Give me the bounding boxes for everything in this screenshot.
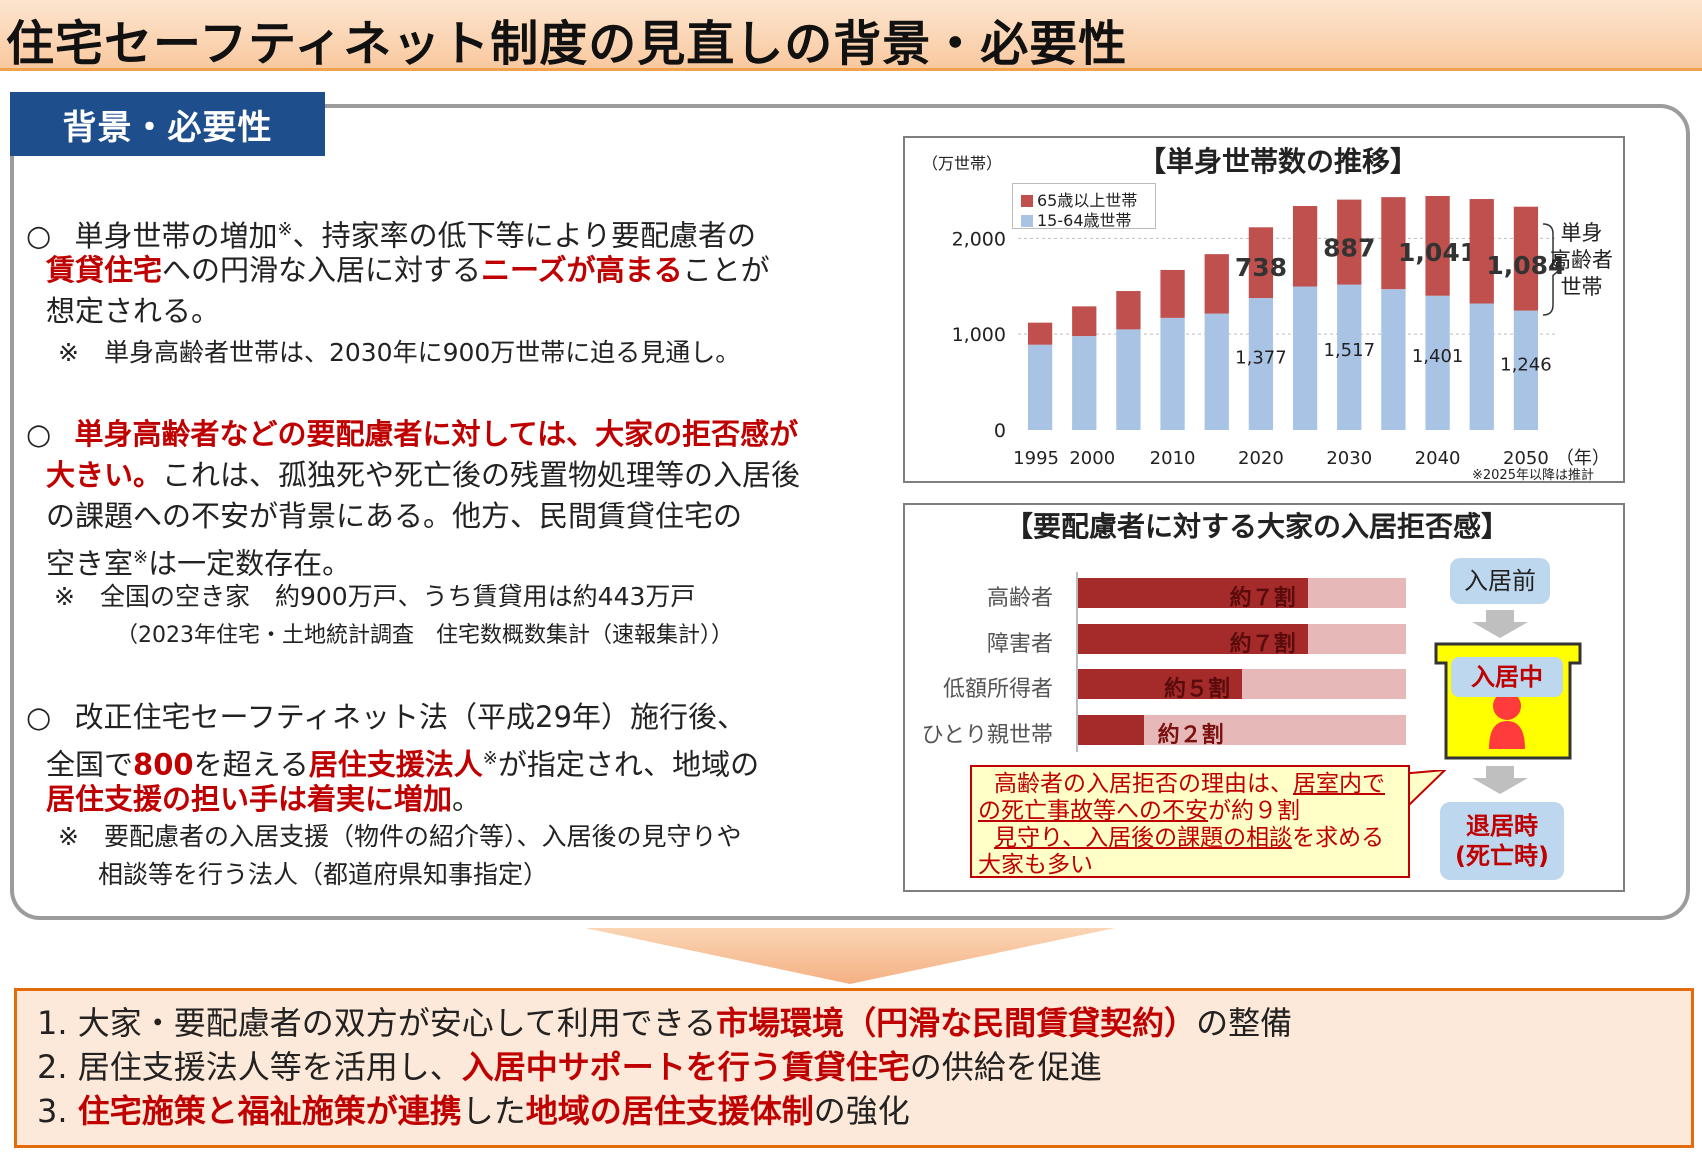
refusal-row-label: 障害者 <box>986 631 1053 657</box>
brace-label: 単身 高齢者 世帯 <box>1550 221 1613 299</box>
bar-15-64 <box>1072 336 1097 430</box>
arrow-down-icon <box>1472 610 1528 638</box>
bullet-mark: ○ <box>26 218 52 253</box>
chart-legend: 65歳以上世帯 15-64歳世帯 <box>1012 183 1156 231</box>
refusal-bar-fill <box>1078 714 1144 745</box>
refusal-bar-value: 約２割 <box>1157 722 1224 748</box>
bar-15-64 <box>1337 284 1362 430</box>
refusal-row-label: 低額所得者 <box>942 677 1053 702</box>
chart-footnote: ※2025年以降は推計 <box>1472 468 1594 483</box>
data-label-65: 887 <box>1323 233 1375 262</box>
bar-15-64 <box>1469 303 1494 430</box>
bar-65-plus <box>1513 206 1539 311</box>
refusal-row-label: ひとり親世帯 <box>921 722 1053 748</box>
x-tick-label: 2010 <box>1150 448 1196 469</box>
x-tick-label: 2040 <box>1415 448 1461 469</box>
point-3-note-1: ※ 要配慮者の入居支援（物件の紹介等）、入居後の見守りや <box>58 822 742 851</box>
measure-3: 3. 住宅施策と福祉施策が連携した地域の居住支援体制の強化 <box>37 1092 910 1130</box>
refusal-title: 【要配慮者に対する大家の入居拒否感】 <box>1005 510 1510 543</box>
point-2-line-4: 空き室※は一定数存在。 <box>46 546 352 581</box>
chart-title: 【単身世帯数の推移】 <box>1138 145 1419 178</box>
point-2-line-1: ○ 単身高齢者などの要配慮者に対しては、大家の拒否感が <box>26 417 799 451</box>
refusal-axis <box>1076 572 1078 752</box>
y-tick-label: 2,000 <box>952 228 1006 250</box>
x-tick-label: 2050 <box>1503 448 1549 469</box>
bar-65-plus <box>1072 306 1097 337</box>
flow-arrow-icon <box>585 928 1115 984</box>
x-tick-label: 1995 <box>1013 448 1059 469</box>
point-3-line-3: 居住支援の担い手は着実に増加。 <box>46 782 482 816</box>
y-tick-label: 0 <box>994 420 1006 442</box>
bar-15-64 <box>1513 310 1539 430</box>
point-2-note-2: （2023年住宅・土地統計調査 住宅数概数集計（速報集計）） <box>116 623 733 648</box>
measure-1: 1. 大家・要配慮者の双方が安心して利用できる市場環境（円滑な民間賃貸契約）の整… <box>37 1004 1293 1042</box>
data-label-65: 1,041 <box>1398 238 1477 267</box>
bar-65-plus <box>1292 206 1318 287</box>
data-label-15-64: 1,377 <box>1235 347 1287 368</box>
page-title: 住宅セーフティネット制度の見直しの背景・必要性 <box>6 16 1128 72</box>
bar-65-plus <box>1469 199 1494 304</box>
stage-before: 入居前 <box>1450 558 1550 604</box>
legend-item-1564: 15-64歳世帯 <box>1021 207 1132 231</box>
legend-swatch-65 <box>1021 195 1033 207</box>
point-2-note-1: ※ 全国の空き家 約900万戸、うち賃貸用は約443万戸 <box>54 582 696 611</box>
y-tick-label: 1,000 <box>952 324 1006 346</box>
bar-65-plus <box>1248 227 1274 299</box>
refusal-bar-fill <box>1078 669 1242 699</box>
x-tick-label: 2030 <box>1326 448 1372 469</box>
bar-65-plus <box>1337 199 1362 285</box>
point-1-note: ※ 単身高齢者世帯は、2030年に900万世帯に迫る見通し。 <box>58 338 741 367</box>
measures-box: 1. 大家・要配慮者の双方が安心して利用できる市場環境（円滑な民間賃貸契約）の整… <box>14 988 1694 1148</box>
refusal-row-label: 高齢者 <box>986 586 1053 611</box>
stage-during: 入居中 <box>1451 657 1563 697</box>
chart-unit: （万世帯） <box>922 154 1003 173</box>
bar-65-plus <box>1381 197 1406 290</box>
bar-65-plus <box>1116 291 1141 330</box>
bar-65-plus <box>1160 269 1185 318</box>
bar-15-64 <box>1116 329 1141 430</box>
data-label-65: 738 <box>1235 253 1287 282</box>
single-household-chart: 01,0002,0007381,3778871,5171,0411,4011,0… <box>952 195 1610 469</box>
bar-65-plus <box>1027 322 1053 345</box>
bar-15-64 <box>1027 344 1053 430</box>
point-2-line-2: 大きい。これは、孤独死や死亡後の残置物処理等の入居後 <box>46 458 801 492</box>
bar-65-plus <box>1204 254 1229 314</box>
brace-icon <box>1542 223 1562 316</box>
point-3-note-2: 相談等を行う法人（都道府県知事指定） <box>98 860 549 889</box>
section-tab: 背景・必要性 <box>10 92 325 156</box>
data-label-15-64: 1,401 <box>1412 346 1464 367</box>
legend-swatch-1564 <box>1021 215 1033 227</box>
x-tick-label: 2020 <box>1238 448 1284 469</box>
legend-item-65: 65歳以上世帯 <box>1021 187 1137 211</box>
point-1-line-1: ○ 単身世帯の増加※、持家率の低下等により要配慮者の <box>26 218 757 253</box>
point-1-line-3: 想定される。 <box>46 294 221 328</box>
refusal-reason-callout: 高齢者の入居拒否の理由は、居室内での死亡事故等への不安が約９割 見守り、入居後の… <box>970 765 1410 878</box>
refusal-bar-fill <box>1078 578 1308 608</box>
bar-15-64 <box>1381 289 1406 430</box>
refusal-bar-fill <box>1078 623 1308 654</box>
bar-15-64 <box>1204 313 1229 430</box>
bar-15-64 <box>1160 317 1185 430</box>
x-tick-label: 2000 <box>1069 448 1115 469</box>
point-1-line-2: 賃貸住宅への円滑な入居に対するニーズが高まることが <box>46 253 770 287</box>
arrow-down-icon-2 <box>1472 766 1528 794</box>
x-suffix: （年） <box>1556 448 1610 469</box>
stage-after: 退居時 (死亡時) <box>1440 802 1564 880</box>
point-2-line-3: の課題への不安が背景にある。他方、民間賃貸住宅の <box>46 499 743 533</box>
bar-15-64 <box>1425 295 1450 430</box>
point-3-line-1: ○ 改正住宅セーフティネット法（平成29年）施行後、 <box>26 700 746 734</box>
refusal-bar-value: 約７割 <box>1229 586 1296 611</box>
bar-15-64 <box>1292 286 1318 430</box>
refusal-bar-value: 約７割 <box>1229 631 1296 657</box>
measure-2: 2. 居住支援法人等を活用し、入居中サポートを行う賃貸住宅の供給を促進 <box>37 1048 1102 1086</box>
title-bar <box>0 0 1702 71</box>
point-3-line-2: 全国で800を超える居住支援法人※が指定され、地域の <box>46 747 760 782</box>
bar-65-plus <box>1425 195 1450 296</box>
bar-15-64 <box>1248 298 1274 430</box>
refusal-bar-value: 約５割 <box>1164 677 1231 702</box>
data-label-15-64: 1,517 <box>1323 340 1375 361</box>
data-label-15-64: 1,246 <box>1500 354 1552 375</box>
